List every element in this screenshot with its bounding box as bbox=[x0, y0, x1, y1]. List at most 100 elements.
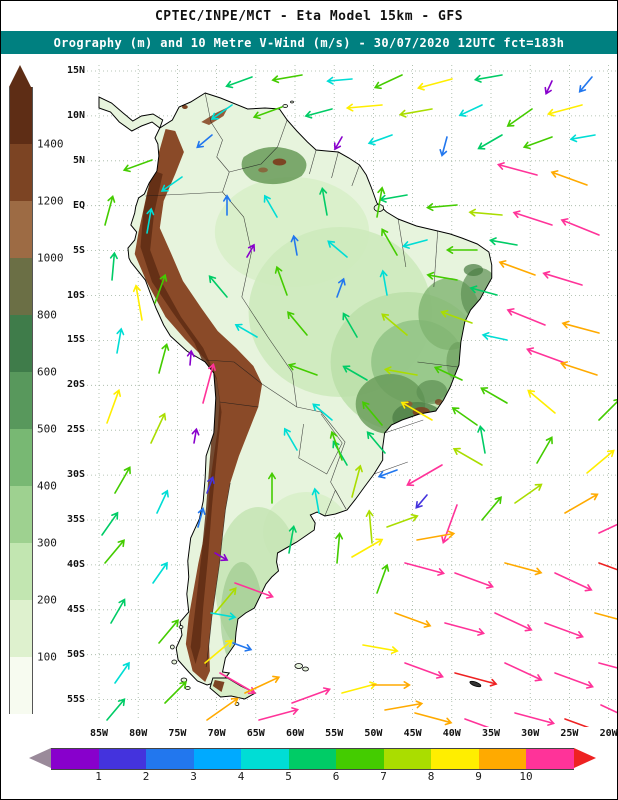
wind-arrow bbox=[600, 704, 617, 714]
lon-label: 40W bbox=[442, 728, 461, 739]
wind-arrow bbox=[263, 194, 278, 218]
wind-arrow bbox=[365, 509, 374, 544]
wind-arrow bbox=[522, 136, 553, 150]
wind-arrow bbox=[204, 639, 233, 664]
lon-label: 65W bbox=[246, 728, 265, 739]
wind-arrow bbox=[512, 210, 553, 226]
orography-scale-label: 800 bbox=[37, 308, 57, 322]
wind-scale-segment bbox=[146, 748, 194, 770]
wind-scale-label: 1 bbox=[95, 770, 102, 783]
wind-arrow bbox=[268, 471, 276, 504]
lon-label: 50W bbox=[364, 728, 383, 739]
lon-label: 35W bbox=[481, 728, 501, 739]
wind-scale-label: 8 bbox=[427, 770, 435, 783]
wind-arrow bbox=[416, 530, 456, 541]
orography-scale-label: 400 bbox=[37, 479, 57, 493]
chart-title: CPTEC/INPE/MCT - Eta Model 15km - GFS bbox=[154, 9, 464, 24]
wind-arrow bbox=[110, 598, 126, 624]
wind-arrow bbox=[398, 108, 433, 118]
wind-arrow bbox=[386, 513, 419, 528]
wind-arrow bbox=[326, 76, 353, 85]
wind-arrow bbox=[554, 672, 595, 689]
wind-arrow bbox=[258, 707, 300, 721]
wind-scale-label: 10 bbox=[519, 770, 533, 783]
wind-arrow bbox=[473, 74, 503, 83]
wind-arrow bbox=[156, 489, 169, 514]
wind-arrow bbox=[376, 563, 390, 594]
wind-arrow bbox=[598, 562, 617, 571]
wind-arrow bbox=[223, 194, 231, 216]
coastline bbox=[127, 92, 493, 686]
wind-arrow bbox=[210, 104, 233, 120]
wind-arrow bbox=[206, 475, 215, 494]
wind-arrow bbox=[504, 662, 543, 682]
wind-arrow bbox=[404, 662, 445, 679]
wind-arrow bbox=[202, 362, 216, 404]
orography-scale-segment bbox=[9, 201, 33, 258]
lon-label: 30W bbox=[521, 728, 540, 739]
wind-arrow bbox=[106, 388, 121, 424]
wind-arrow bbox=[426, 203, 458, 212]
lon-label: 60W bbox=[285, 728, 305, 739]
wind-arrow bbox=[367, 134, 393, 146]
andes-high-core bbox=[140, 170, 222, 664]
wind-arrow bbox=[452, 447, 483, 466]
tierra-del-fuego bbox=[209, 677, 257, 700]
lat-label: 20S bbox=[66, 379, 85, 391]
orography-scale-label: 200 bbox=[37, 593, 57, 607]
orography-scale-segment bbox=[9, 600, 33, 657]
wind-arrow bbox=[415, 494, 428, 509]
lat-label: 15N bbox=[66, 65, 85, 76]
wind-scale-label: 5 bbox=[285, 770, 292, 783]
orography-scale-label: 1400 bbox=[37, 137, 64, 151]
wind-arrow bbox=[400, 401, 433, 421]
lat-label: 5S bbox=[72, 244, 85, 256]
wind-arrow bbox=[234, 323, 258, 338]
wind-arrow bbox=[594, 612, 617, 620]
wind-arrow bbox=[244, 675, 281, 694]
lat-label: 35S bbox=[66, 514, 85, 525]
wind-scale-segment bbox=[193, 748, 241, 770]
wind-arrow bbox=[414, 712, 453, 726]
wind-arrow bbox=[210, 612, 237, 621]
lat-label: 55S bbox=[66, 693, 85, 705]
wind-scale-segment bbox=[241, 748, 289, 770]
lon-label: 55W bbox=[325, 728, 344, 739]
wind-arrow bbox=[506, 308, 546, 326]
wind-arrow bbox=[381, 313, 408, 336]
wind-arrow bbox=[481, 496, 502, 521]
wind-arrow bbox=[206, 697, 239, 721]
wind-arrow bbox=[104, 539, 125, 564]
wind-arrow bbox=[377, 469, 398, 479]
wind-arrow bbox=[458, 104, 483, 117]
wind-arrow bbox=[214, 587, 237, 614]
orography-scale-label: 1000 bbox=[37, 251, 64, 265]
wind-arrow bbox=[132, 284, 143, 321]
wind-arrow bbox=[383, 366, 418, 376]
lon-label: 20W bbox=[599, 728, 618, 739]
wind-arrow bbox=[160, 176, 183, 192]
wind-arrow bbox=[304, 108, 333, 119]
wind-arrow bbox=[351, 464, 363, 498]
wind-arrow bbox=[578, 76, 593, 93]
wind-arrow bbox=[101, 511, 119, 536]
wind-arrow bbox=[252, 106, 283, 120]
wind-arrow bbox=[114, 466, 131, 494]
wind-arrow bbox=[441, 504, 458, 545]
lon-label: 85W bbox=[89, 728, 109, 739]
orography-scale-segment bbox=[9, 657, 33, 714]
wind-arrow bbox=[342, 312, 358, 338]
wind-scale-segment bbox=[431, 748, 479, 770]
wind-arrow bbox=[191, 427, 200, 444]
wind-arrow bbox=[366, 431, 386, 454]
wind-arrow bbox=[225, 76, 253, 89]
wind-arrow bbox=[362, 644, 399, 655]
wind-arrow bbox=[494, 612, 533, 632]
wind-arrow bbox=[506, 108, 533, 127]
wind-arrow bbox=[514, 712, 556, 726]
wind-arrow bbox=[351, 538, 384, 558]
lon-label: 70W bbox=[207, 728, 226, 739]
lat-label: 30S bbox=[66, 469, 85, 481]
lon-label: 25W bbox=[560, 728, 579, 739]
wind-scale-segment bbox=[526, 748, 574, 770]
